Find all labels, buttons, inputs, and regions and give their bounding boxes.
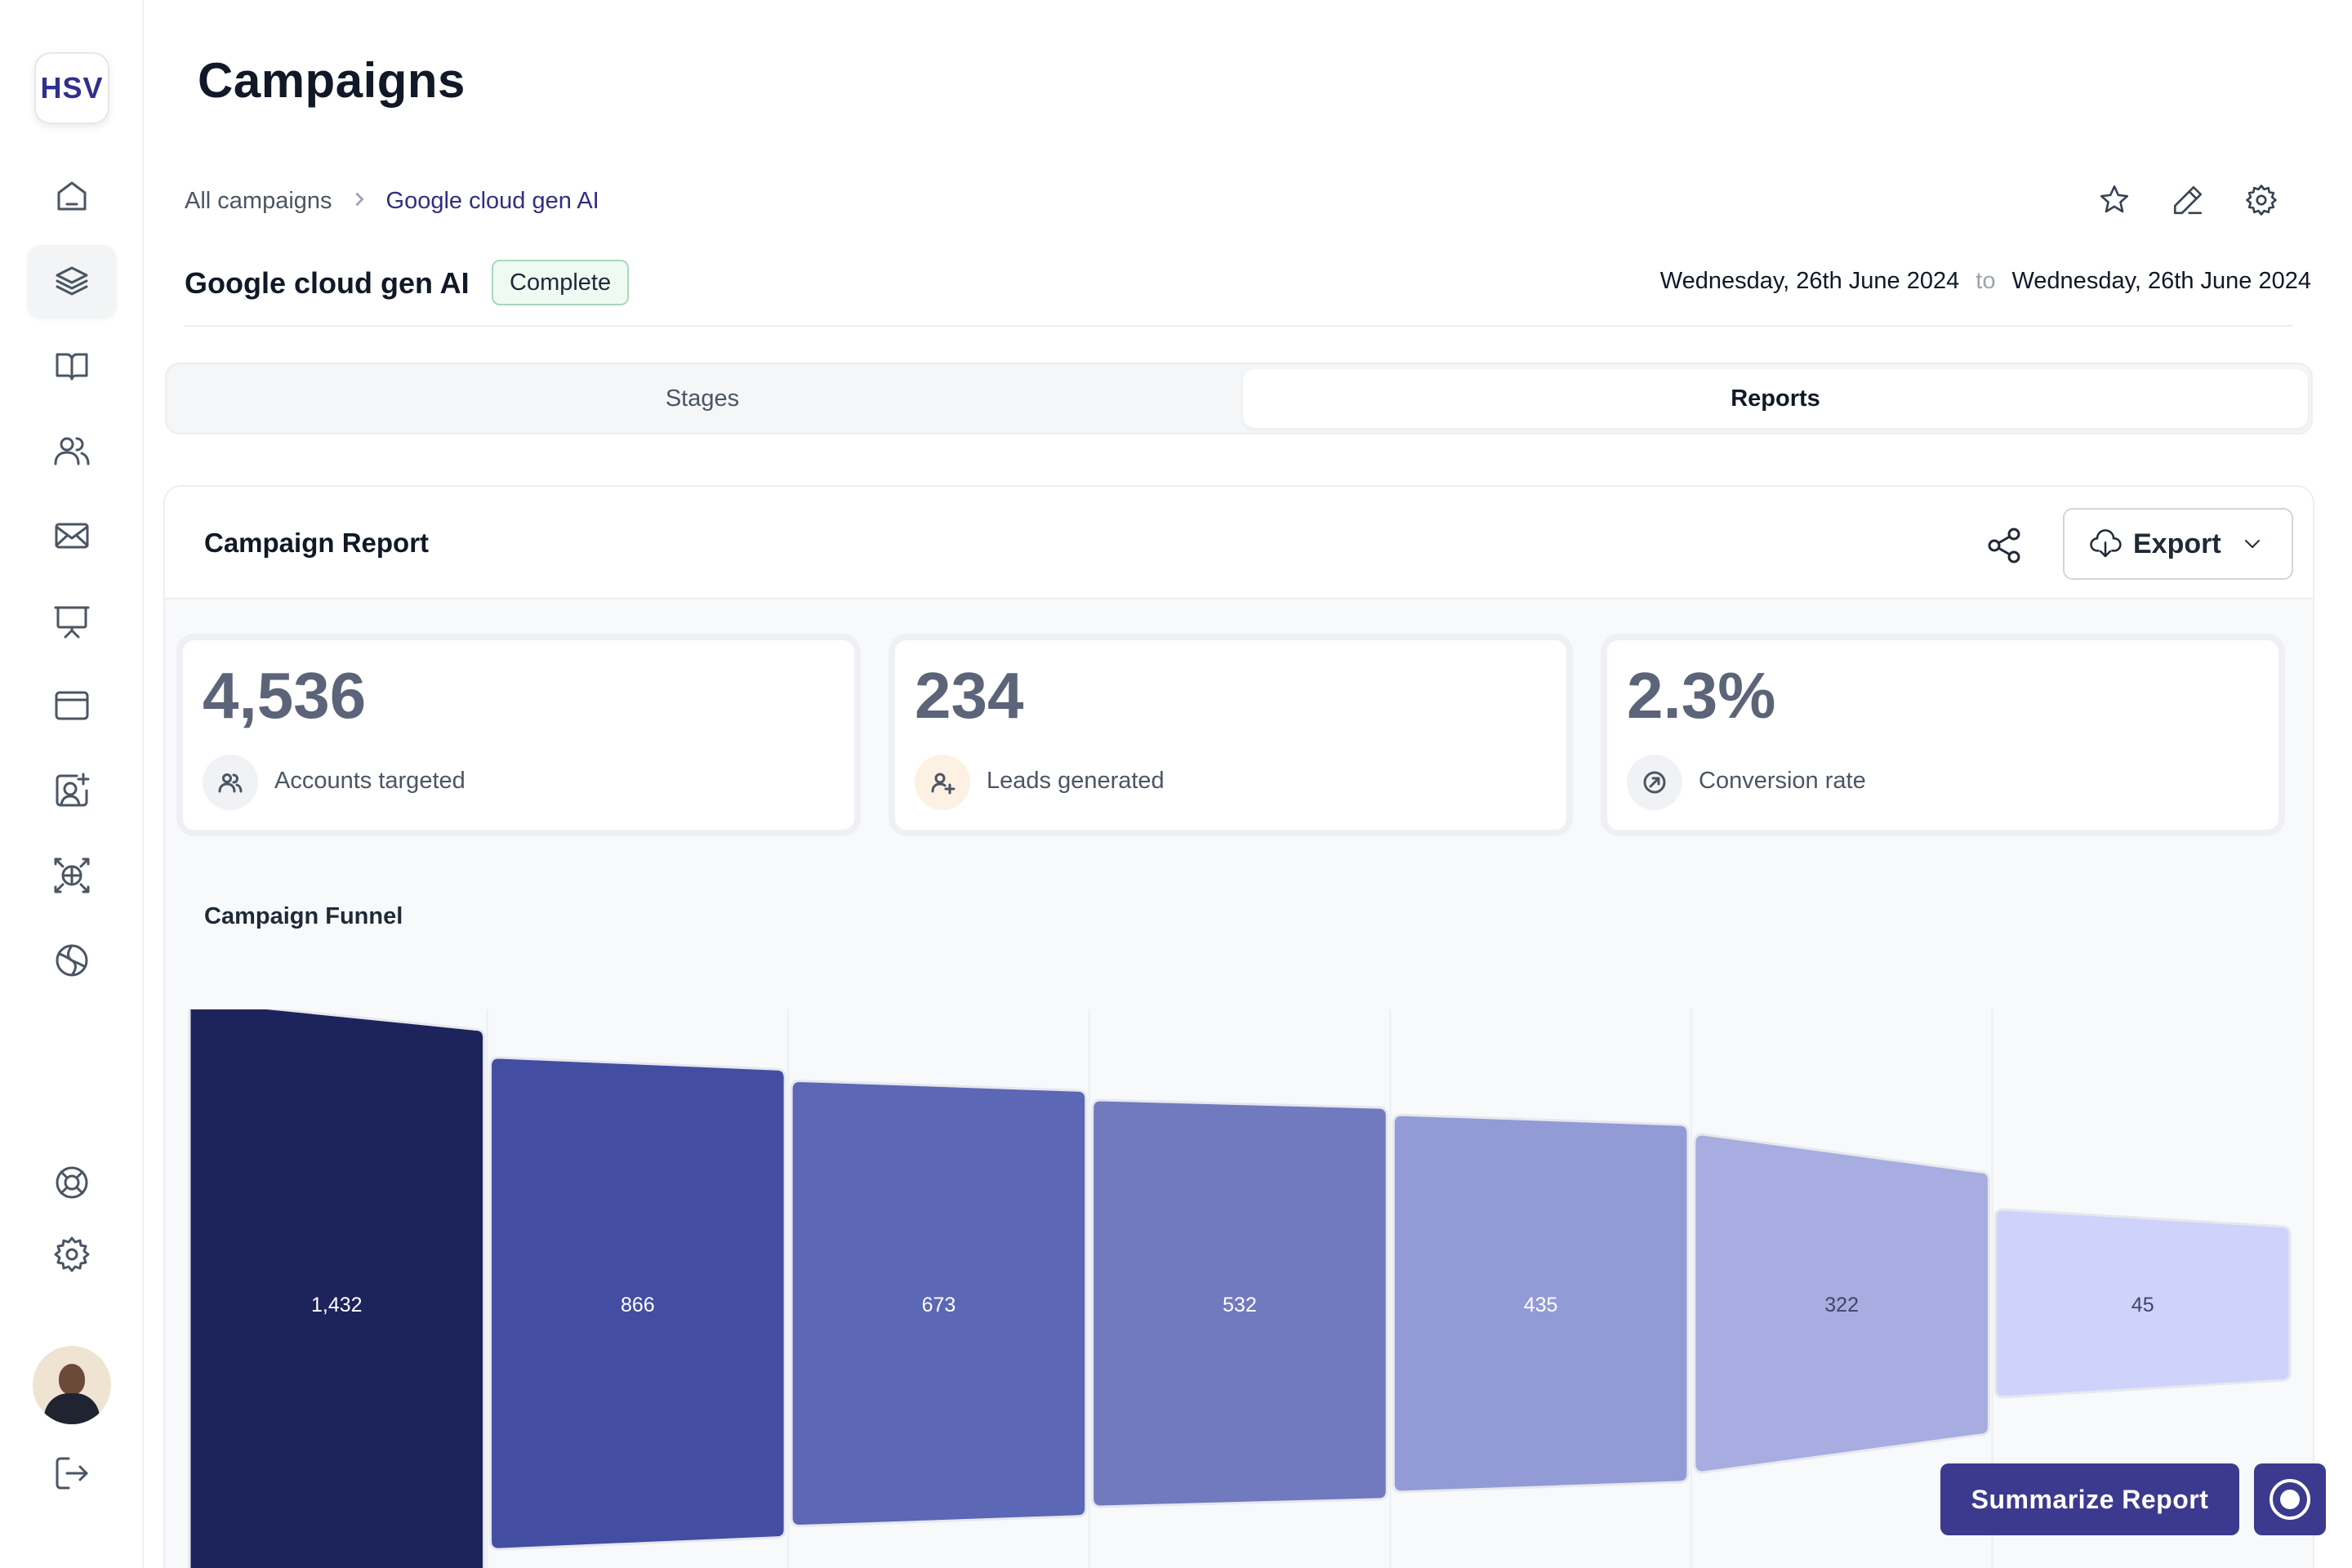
layers-icon xyxy=(56,266,88,296)
funnel-stage-label: 45 xyxy=(2132,1294,2154,1316)
date-to: Wednesday, 26th June 2024 xyxy=(2011,268,2311,294)
sidebar-item-library[interactable] xyxy=(28,330,116,402)
app-logo[interactable]: HSV xyxy=(34,52,109,124)
breadcrumb: All campaigns Google cloud gen AI xyxy=(185,188,599,215)
funnel-stage[interactable] xyxy=(1091,1098,1388,1508)
tab-reports[interactable]: Reports xyxy=(1243,369,2308,428)
mail-icon xyxy=(55,523,89,549)
chevron-right-icon xyxy=(350,188,368,215)
tab-stages[interactable]: Stages xyxy=(665,385,740,412)
record-button[interactable] xyxy=(2254,1463,2326,1535)
campaign-report-card: Campaign Report Export 4,536 Accounts ta… xyxy=(163,485,2314,1568)
sidebar-item-analytics[interactable] xyxy=(28,924,116,996)
funnel-stage-label: 673 xyxy=(922,1294,956,1316)
sidebar-item-logout[interactable] xyxy=(28,1437,116,1509)
funnel-stage[interactable] xyxy=(1693,1133,1990,1474)
view-tabs: Stages Reports xyxy=(165,363,2313,434)
help-buoy-icon xyxy=(56,1166,88,1199)
aperture-icon xyxy=(56,944,88,977)
sidebar-item-home[interactable] xyxy=(28,160,116,232)
stat-value: 4,536 xyxy=(203,659,367,732)
report-title: Campaign Report xyxy=(204,528,430,558)
funnel-stage[interactable] xyxy=(1392,1113,1690,1494)
header-divider xyxy=(185,325,2293,327)
sidebar-item-network[interactable] xyxy=(28,840,116,911)
presentation-icon xyxy=(54,606,90,639)
user-add-icon xyxy=(915,755,970,810)
breadcrumb-all-campaigns[interactable]: All campaigns xyxy=(185,188,332,214)
summarize-report-button[interactable]: Summarize Report xyxy=(1940,1463,2239,1535)
sidebar-item-campaigns[interactable] xyxy=(28,245,116,317)
logout-icon xyxy=(56,1457,88,1490)
share-button[interactable] xyxy=(1980,521,2029,570)
star-icon[interactable] xyxy=(2097,183,2132,221)
user-add-icon xyxy=(56,773,90,807)
date-to-separator: to xyxy=(1976,268,1996,294)
users-icon xyxy=(203,755,258,810)
stat-label: Leads generated xyxy=(987,768,1165,794)
sidebar: HSV xyxy=(0,0,144,1568)
funnel-stage[interactable] xyxy=(1993,1208,2292,1399)
stat-card-accounts: 4,536 Accounts targeted xyxy=(176,634,861,836)
funnel-stage-label: 322 xyxy=(1824,1294,1859,1316)
browser-icon xyxy=(55,691,89,720)
stat-value: 2.3% xyxy=(1627,659,1776,732)
funnel-stage-label: 866 xyxy=(621,1294,655,1316)
sidebar-item-settings[interactable] xyxy=(28,1218,116,1290)
share-icon xyxy=(1988,528,2020,564)
user-avatar[interactable] xyxy=(33,1346,111,1424)
edit-icon[interactable] xyxy=(2171,183,2205,221)
sidebar-item-presentations[interactable] xyxy=(28,585,116,657)
funnel-stage[interactable] xyxy=(489,1056,786,1551)
home-icon xyxy=(57,181,87,211)
page-title: Campaigns xyxy=(198,53,466,108)
date-range: Wednesday, 26th June 2024 to Wednesday, … xyxy=(1660,268,2311,295)
chevron-down-icon xyxy=(2244,540,2260,548)
sidebar-item-user-add[interactable] xyxy=(28,755,116,826)
sidebar-item-help[interactable] xyxy=(28,1147,116,1218)
report-header: Campaign Report Export xyxy=(165,487,2313,599)
funnel-stage-label: 435 xyxy=(1524,1294,1558,1316)
header-actions xyxy=(2097,183,2278,221)
funnel-stage-label: 532 xyxy=(1223,1294,1257,1316)
stat-label: Accounts targeted xyxy=(274,768,466,794)
users-icon xyxy=(54,437,90,466)
stat-card-leads: 234 Leads generated xyxy=(889,634,1573,836)
gauge-icon xyxy=(1627,755,1682,810)
sidebar-item-mail[interactable] xyxy=(28,500,116,572)
gear-icon xyxy=(54,1236,90,1272)
cloud-download-icon xyxy=(2090,529,2122,558)
funnel-title: Campaign Funnel xyxy=(204,903,403,929)
stat-value: 234 xyxy=(915,659,1024,732)
sidebar-item-pages[interactable] xyxy=(28,670,116,742)
sidebar-item-contacts[interactable] xyxy=(28,415,116,487)
campaign-name: Google cloud gen AI xyxy=(185,266,470,300)
export-label: Export xyxy=(2133,528,2221,559)
settings-gear-icon[interactable] xyxy=(2244,183,2278,221)
status-badge: Complete xyxy=(492,260,630,305)
network-icon xyxy=(54,858,90,893)
campaign-funnel-chart: 1,432 866 673 532 435 322 45 xyxy=(188,1009,2292,1568)
book-icon xyxy=(56,353,88,381)
stat-card-conversion: 2.3% Conversion rate xyxy=(1601,634,2285,836)
export-button[interactable]: Export xyxy=(2063,508,2293,580)
funnel-stage[interactable] xyxy=(188,1009,486,1568)
funnel-stage-label: 1,432 xyxy=(311,1294,363,1316)
stat-label: Conversion rate xyxy=(1699,768,1866,794)
date-from: Wednesday, 26th June 2024 xyxy=(1659,268,1960,294)
funnel-stage[interactable] xyxy=(790,1079,1088,1528)
breadcrumb-current[interactable]: Google cloud gen AI xyxy=(385,188,599,214)
record-icon xyxy=(2270,1479,2310,1520)
